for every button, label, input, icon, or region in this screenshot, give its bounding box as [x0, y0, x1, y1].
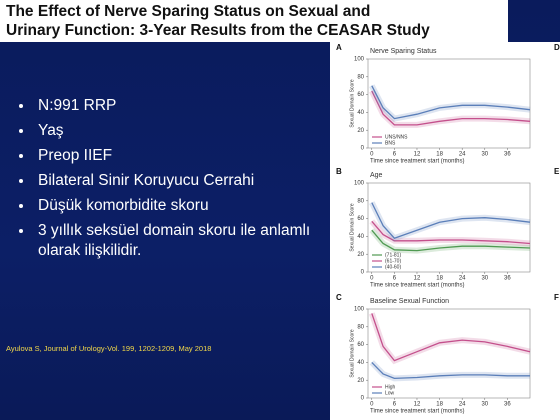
y-tick-label: 80 [357, 74, 364, 80]
y-tick-label: 60 [357, 342, 364, 348]
bullet: Bilateral Sinir Koruyucu Cerrahi [34, 171, 334, 191]
x-tick-label: 18 [436, 402, 443, 408]
x-tick-label: 12 [414, 402, 421, 408]
x-tick-label: 24 [459, 276, 466, 282]
bullet-list: N:991 RRP Yaş Preop IIEF Bilateral Sinir Ko… [22, 96, 334, 266]
panel-letter: F [554, 293, 559, 302]
legend-label: High [385, 384, 396, 390]
panel-letter: D [554, 43, 560, 52]
x-tick-label: 12 [414, 152, 421, 158]
x-axis-label: Time since treatment start (months) [370, 283, 464, 289]
y-tick-label: 40 [357, 360, 364, 366]
y-tick-label: 100 [354, 307, 365, 313]
plot-frame [367, 58, 531, 149]
x-tick-label: 0 [370, 402, 374, 408]
bullet: Preop IIEF [34, 146, 334, 166]
legend-label: (40-60) [385, 264, 401, 270]
x-tick-label: 30 [481, 152, 488, 158]
x-tick-label: 24 [459, 402, 466, 408]
x-tick-label: 6 [393, 276, 397, 282]
x-tick-label: 18 [436, 152, 443, 158]
x-tick-label: 6 [393, 402, 397, 408]
y-tick-label: 40 [357, 110, 364, 116]
citation: Ayulova S, Journal of Urology-Vol. 199, … [6, 344, 212, 353]
bullet: Yaş [34, 121, 334, 141]
y-tick-label: 0 [361, 270, 365, 276]
y-tick-label: 20 [357, 378, 364, 384]
y-tick-label: 40 [357, 234, 364, 240]
title-box: The Effect of Nerve Sparing Status on Se… [0, 0, 508, 42]
x-tick-label: 36 [504, 152, 511, 158]
panel-title: Baseline Sexual Function [370, 298, 449, 305]
panel-letter: B [336, 167, 342, 176]
legend-label: (61-70) [385, 258, 401, 264]
title-line: The Effect of Nerve Sparing Status on Se… [6, 3, 371, 20]
legend-label: (71-81) [385, 252, 401, 258]
x-axis-label: Time since treatment start (months) [370, 159, 464, 165]
bullet: Düşük komorbidite skoru [34, 196, 334, 216]
y-tick-label: 0 [361, 146, 365, 152]
bullet: 3 yıllık seksüel domain skoru ile anlaml… [34, 221, 334, 261]
y-axis-label: Sexual Domain Score [349, 79, 355, 128]
series-line [371, 229, 531, 252]
y-tick-label: 0 [361, 396, 365, 402]
y-tick-label: 20 [357, 128, 364, 134]
y-tick-label: 60 [357, 92, 364, 98]
legend-label: UNS/NNS [385, 134, 408, 140]
legend-label: BNS [385, 140, 396, 146]
series-line [371, 202, 531, 239]
x-tick-label: 0 [370, 152, 374, 158]
y-axis-label: Sexual Domain Score [349, 329, 355, 378]
series-line [371, 220, 531, 245]
panel-letter: A [336, 43, 342, 52]
x-tick-label: 30 [481, 402, 488, 408]
x-tick-label: 18 [436, 276, 443, 282]
panel-title: Age [370, 172, 383, 179]
panel-title: Nerve Sparing Status [370, 48, 437, 55]
bullet: N:991 RRP [34, 96, 334, 116]
x-tick-label: 0 [370, 276, 374, 282]
plot-frame [367, 182, 531, 273]
x-tick-label: 30 [481, 276, 488, 282]
x-tick-label: 12 [414, 276, 421, 282]
x-tick-label: 36 [504, 276, 511, 282]
series-line [371, 361, 530, 380]
legend-label: Low [385, 390, 395, 396]
series-line [371, 85, 531, 120]
figure-background [330, 42, 560, 420]
x-tick-label: 6 [393, 152, 397, 158]
series-line [371, 90, 531, 126]
y-tick-label: 80 [357, 324, 364, 330]
title-line: Urinary Function: 3-Year Results from th… [6, 22, 430, 39]
y-tick-label: 60 [357, 216, 364, 222]
x-tick-label: 24 [459, 152, 466, 158]
panel-letter: C [336, 293, 342, 302]
x-tick-label: 36 [504, 402, 511, 408]
x-axis-label: Time since treatment start (months) [370, 409, 464, 415]
y-axis-label: Sexual Domain Score [349, 203, 355, 252]
y-tick-label: 100 [354, 181, 365, 187]
plot-frame [367, 308, 531, 399]
series-line [371, 313, 531, 362]
y-tick-label: 20 [357, 252, 364, 258]
y-tick-label: 100 [354, 57, 365, 63]
panel-letter: E [554, 167, 560, 176]
y-tick-label: 80 [357, 198, 364, 204]
